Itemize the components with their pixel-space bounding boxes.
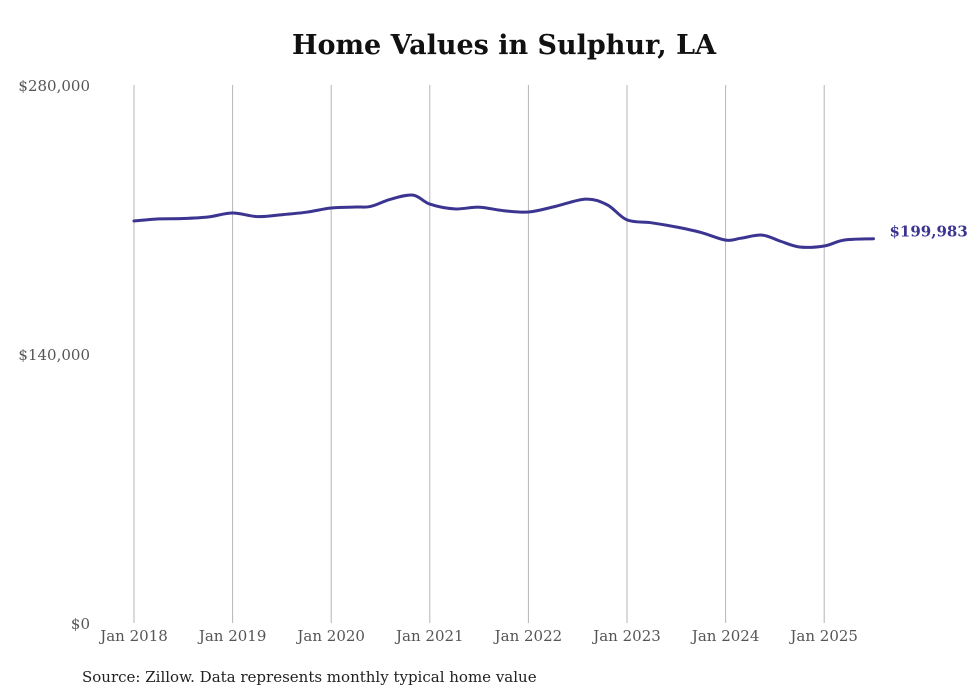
end-value-label: $199,983 <box>890 223 968 241</box>
x-tick-label: Jan 2023 <box>591 627 661 645</box>
x-tick-label: Jan 2021 <box>394 627 464 645</box>
x-tick-label: Jan 2022 <box>493 627 563 645</box>
chart-title: Home Values in Sulphur, LA <box>291 30 717 61</box>
series-group <box>132 193 875 249</box>
y-tick-label: $140,000 <box>18 346 90 364</box>
x-axis-ticks: Jan 2018 Jan 2019 Jan 2020 Jan 2021 Jan 2022… <box>98 627 858 645</box>
series-line <box>132 193 875 249</box>
x-tick-label: Jan 2020 <box>295 627 365 645</box>
x-tick-label: Jan 2024 <box>690 627 760 645</box>
x-tick-label: Jan 2018 <box>98 627 168 645</box>
x-tick-label: Jan 2019 <box>197 627 267 645</box>
gridlines <box>133 85 825 623</box>
x-tick-label: Jan 2025 <box>788 627 858 645</box>
y-tick-label: $280,000 <box>18 77 90 95</box>
y-axis-ticks: $0 $140,000 $280,000 <box>18 77 90 633</box>
source-note: Source: Zillow. Data represents monthly … <box>82 668 537 686</box>
y-tick-label: $0 <box>71 615 90 633</box>
